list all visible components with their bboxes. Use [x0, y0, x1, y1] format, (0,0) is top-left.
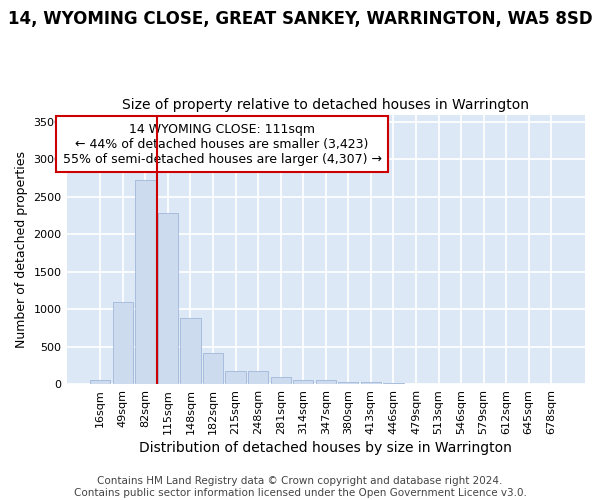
- Bar: [158, 212, 178, 384]
- Text: Contains HM Land Registry data © Crown copyright and database right 2024.
Contai: Contains HM Land Registry data © Crown c…: [74, 476, 526, 498]
- X-axis label: Distribution of detached houses by size in Warrington: Distribution of detached houses by size …: [139, 441, 512, 455]
- Text: 14, WYOMING CLOSE, GREAT SANKEY, WARRINGTON, WA5 8SD: 14, WYOMING CLOSE, GREAT SANKEY, WARRING…: [8, 10, 592, 28]
- Bar: [293, 380, 313, 384]
- Bar: [316, 380, 336, 384]
- Bar: [248, 372, 268, 384]
- Bar: [361, 382, 381, 384]
- Y-axis label: Number of detached properties: Number of detached properties: [15, 151, 28, 348]
- Bar: [113, 302, 133, 384]
- Bar: [271, 377, 291, 384]
- Text: 14 WYOMING CLOSE: 111sqm
← 44% of detached houses are smaller (3,423)
55% of sem: 14 WYOMING CLOSE: 111sqm ← 44% of detach…: [62, 122, 382, 166]
- Bar: [135, 180, 155, 384]
- Bar: [338, 382, 358, 384]
- Bar: [181, 318, 200, 384]
- Bar: [226, 371, 246, 384]
- Bar: [90, 380, 110, 384]
- Bar: [203, 352, 223, 384]
- Title: Size of property relative to detached houses in Warrington: Size of property relative to detached ho…: [122, 98, 529, 112]
